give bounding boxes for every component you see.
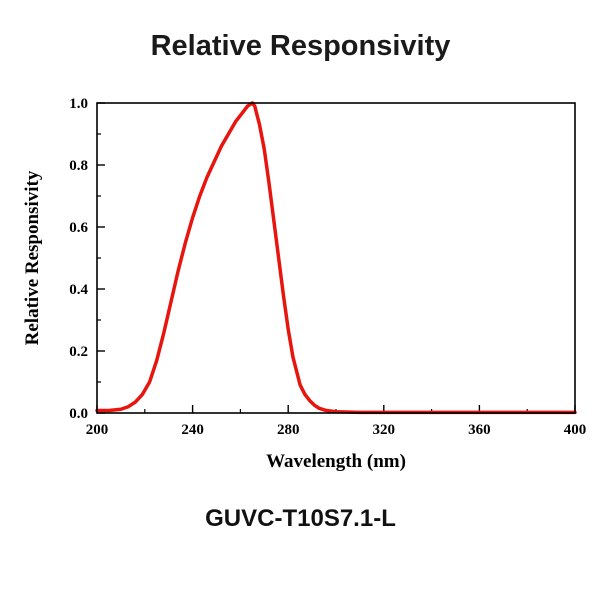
x-tick-label: 400 bbox=[564, 422, 587, 438]
x-tick-label: 360 bbox=[468, 422, 491, 438]
product-label: GUVC-T10S7.1-L bbox=[205, 505, 396, 532]
x-tick-label: 320 bbox=[373, 422, 396, 438]
x-tick-label: 200 bbox=[86, 422, 109, 438]
y-tick-label: 0.4 bbox=[69, 282, 88, 298]
chart-title: Relative Responsivity bbox=[150, 30, 451, 62]
x-tick-label: 240 bbox=[181, 422, 204, 438]
y-tick-label: 0.6 bbox=[69, 220, 88, 236]
responsivity-curve bbox=[95, 101, 577, 415]
chart-area: 200 240 280 320 360 400 0.0 0.2 0.4 0.6 0.8 1.0 Wave… bbox=[0, 73, 601, 483]
x-tick-label: 280 bbox=[277, 422, 300, 438]
y-tick-label: 1.0 bbox=[69, 96, 88, 112]
plot-border bbox=[96, 102, 576, 414]
y-tick-label: 0.2 bbox=[69, 344, 88, 360]
x-axis-title: Wavelength (nm) bbox=[266, 451, 406, 472]
responsivity-chart: 200 240 280 320 360 400 0.0 0.2 0.4 0.6 0.8 1.0 Wave… bbox=[22, 96, 587, 472]
y-tick-label: 0.8 bbox=[69, 158, 88, 174]
y-tick-label: 0.0 bbox=[69, 406, 88, 422]
y-axis-title: Relative Responsivity bbox=[22, 170, 43, 345]
